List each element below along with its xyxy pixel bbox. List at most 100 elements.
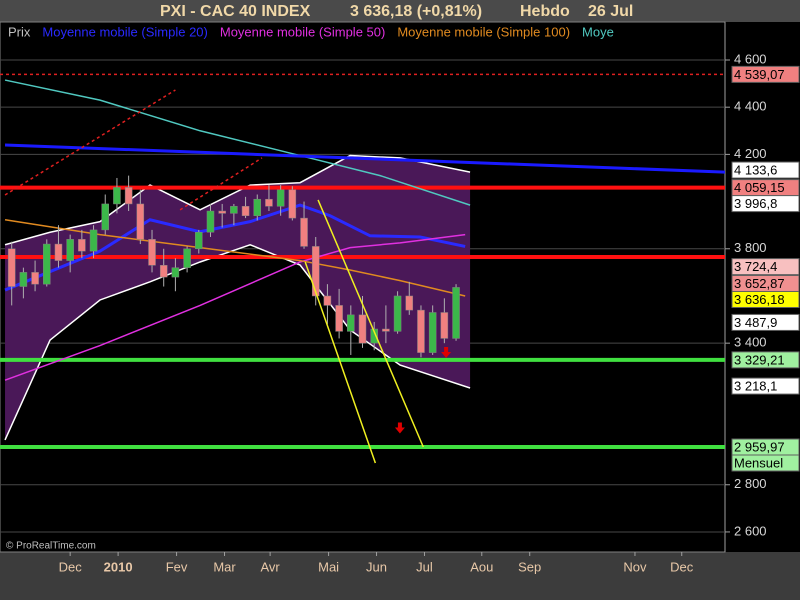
- arrow-marker: [394, 422, 405, 434]
- candle-body: [300, 217, 308, 247]
- candle-body: [417, 309, 425, 353]
- candle-body: [195, 232, 203, 250]
- trendline: [317, 199, 424, 448]
- candle-body: [265, 198, 273, 207]
- trendline: [179, 157, 263, 211]
- price-label: 4 133,6: [734, 162, 777, 177]
- title-date: 26 Jul: [588, 3, 633, 20]
- moving-average: [4, 203, 466, 292]
- candle-body: [19, 272, 28, 287]
- plot: [0, 59, 725, 533]
- y-tick-label: 4 400: [734, 99, 767, 114]
- price-label-box: [731, 65, 800, 83]
- x-tick-label: Avr: [260, 559, 280, 574]
- candle-body: [253, 198, 262, 216]
- price-label: 3 329,21: [734, 352, 785, 367]
- axes: 4 600 4 400 4 200 3 800 3 400 2 800 2 600 Dec 20…: [59, 51, 800, 574]
- candle-body: [358, 314, 367, 344]
- x-axis-bar: [0, 552, 800, 600]
- price-label: 3 636,18: [734, 292, 785, 307]
- candle-body: [241, 206, 250, 216]
- candle-body: [66, 239, 74, 261]
- moving-average: [4, 233, 466, 381]
- candle-body: [183, 248, 191, 268]
- price-label-box: [731, 195, 800, 213]
- candle-body: [31, 272, 39, 285]
- candle-body: [393, 295, 402, 332]
- candle-body: [54, 243, 63, 261]
- timeframe-label: Mensuel: [734, 455, 783, 470]
- legend-label: Moye: [582, 24, 614, 39]
- legend-label: Moyenne mobile (Simple 20): [42, 24, 207, 39]
- arrow-marker: [441, 346, 452, 358]
- candle-body: [148, 239, 156, 266]
- candle-body: [124, 187, 133, 205]
- candle-body: [206, 210, 215, 233]
- candle-body: [159, 265, 168, 278]
- x-tick-label: Jul: [416, 559, 433, 574]
- candle-body: [276, 189, 285, 207]
- x-tick-label: Mar: [213, 559, 236, 574]
- legend-label: Moyenne mobile (Simple 100): [397, 24, 570, 39]
- price-label: 4 539,07: [734, 67, 785, 82]
- price-label-box: [731, 290, 800, 308]
- price-label: 2 959,97: [734, 439, 785, 454]
- candle-body: [218, 210, 226, 214]
- price-label: 3 724,4: [734, 259, 777, 274]
- band-upper: [4, 154, 471, 246]
- title-period: Hebdo: [520, 3, 570, 20]
- trendline: [304, 261, 377, 464]
- candle-body: [428, 312, 437, 353]
- y-tick-label: 2 800: [734, 476, 767, 491]
- chart-title: PXI - CAC 40 INDEX: [160, 3, 311, 20]
- x-tick-label: Nov: [623, 559, 647, 574]
- candle-body: [171, 267, 180, 278]
- candle-body: [288, 189, 297, 219]
- legend-bg: [1, 24, 724, 42]
- price-label: 3 652,87: [734, 276, 785, 291]
- band-lower: [4, 243, 471, 441]
- candle-body: [7, 248, 16, 287]
- title-price: 3 636,18 (+0,81%): [350, 3, 482, 20]
- x-tick-label: Jun: [366, 559, 387, 574]
- candle-body: [382, 328, 390, 332]
- price-label-box: [731, 351, 800, 369]
- y-tick-label: 3 400: [734, 335, 767, 350]
- x-tick-label: Dec: [670, 559, 694, 574]
- legend-label: Moyenne mobile (Simple 50): [220, 24, 385, 39]
- x-tick-label: Dec: [59, 559, 83, 574]
- watermark: © ProRealTime.com: [6, 541, 96, 552]
- legend-label: Prix: [8, 24, 31, 39]
- candle-body: [335, 305, 343, 332]
- x-tick-label: Sep: [518, 559, 541, 574]
- candle-body: [101, 203, 110, 231]
- candle-body: [405, 295, 414, 311]
- candle-body: [89, 229, 98, 252]
- price-label-box: [731, 313, 800, 331]
- x-tick-label: Mai: [318, 559, 339, 574]
- candle-body: [136, 203, 145, 240]
- price-label-box: [731, 377, 800, 395]
- y-tick-label: 2 600: [734, 523, 767, 538]
- candle-body: [311, 246, 320, 297]
- moving-average: [4, 79, 471, 206]
- y-tick-label: 3 800: [734, 240, 767, 255]
- x-tick-label: Aou: [470, 559, 493, 574]
- price-label-box: [731, 258, 800, 276]
- price-label: 3 996,8: [734, 196, 777, 211]
- candle-body: [43, 243, 51, 285]
- candle-body: [452, 287, 460, 339]
- price-label: 4 059,15: [734, 180, 785, 195]
- price-label: 3 218,1: [734, 379, 777, 394]
- candle-body: [440, 312, 449, 339]
- price-label-box: [731, 161, 800, 179]
- candle-body: [113, 187, 121, 205]
- timeframe-box: [731, 454, 800, 472]
- y-tick-label: 4 200: [734, 146, 767, 161]
- candle-body: [78, 239, 86, 252]
- moving-average: [4, 219, 466, 297]
- y-tick-label: 4 600: [734, 51, 767, 66]
- candle-body: [323, 295, 332, 306]
- x-tick-label: Fev: [166, 559, 188, 574]
